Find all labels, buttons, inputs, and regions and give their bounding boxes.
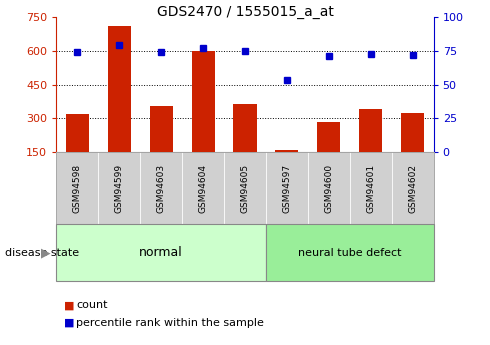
Text: ■: ■	[64, 318, 74, 327]
Text: GDS2470 / 1555015_a_at: GDS2470 / 1555015_a_at	[157, 5, 333, 19]
Bar	[401, 112, 424, 152]
Bar	[275, 149, 298, 152]
Bar	[359, 109, 382, 152]
Text: GSM94601: GSM94601	[366, 164, 375, 213]
Text: GSM94602: GSM94602	[408, 164, 417, 213]
Text: GSM94597: GSM94597	[282, 164, 292, 213]
Text: ▶: ▶	[41, 246, 50, 259]
Text: GSM94600: GSM94600	[324, 164, 333, 213]
Bar	[318, 121, 341, 152]
Text: normal: normal	[139, 246, 183, 259]
Bar	[149, 106, 172, 152]
Bar	[66, 114, 89, 152]
Bar	[108, 26, 131, 152]
Text: GSM94599: GSM94599	[115, 164, 124, 213]
Text: disease state: disease state	[5, 248, 79, 258]
Text: GSM94603: GSM94603	[157, 164, 166, 213]
Text: count: count	[76, 300, 107, 310]
Text: percentile rank within the sample: percentile rank within the sample	[76, 318, 264, 327]
Text: neural tube defect: neural tube defect	[298, 248, 402, 258]
Text: GSM94598: GSM94598	[73, 164, 82, 213]
Bar	[233, 104, 257, 152]
Text: GSM94604: GSM94604	[198, 164, 208, 213]
Text: GSM94605: GSM94605	[241, 164, 249, 213]
Text: ■: ■	[64, 300, 74, 310]
Bar	[192, 51, 215, 152]
